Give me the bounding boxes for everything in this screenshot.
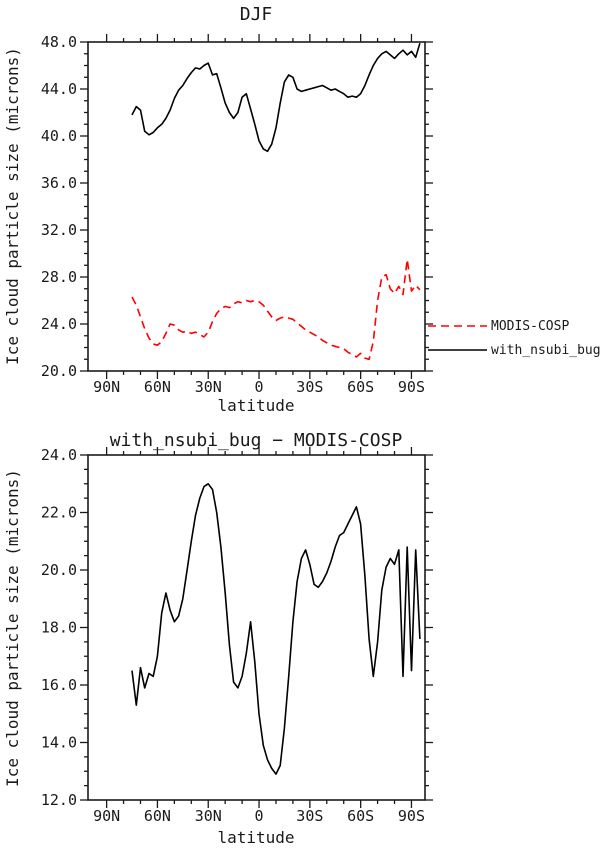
bottom-chart: with_nsubi_bug − MODIS-COSP latitude Ice… [3,430,433,847]
y-tick-label: 48.0 [41,33,77,51]
top-chart-ylabel: Ice cloud particle size (microns) [3,47,22,365]
legend-entry-label: MODIS-COSP [491,319,569,334]
plot-frame [87,454,426,801]
x-tick-label: 0 [255,807,264,825]
bottom-chart-title: with_nsubi_bug − MODIS-COSP [110,430,403,451]
x-tick-label: 60S [347,807,374,825]
series-line-with_nsubi_bug-modis-cosp [131,482,421,775]
legend-entry-label: with_nsubi_bug [491,343,601,358]
y-tick-label: 36.0 [41,174,77,192]
x-tick-label: 30S [296,378,323,396]
x-tick-label: 60N [144,378,171,396]
legend: MODIS-COSP with_nsubi_bug [428,319,601,358]
top-chart-xlabel: latitude [217,396,294,415]
y-tick-label: 32.0 [41,221,77,239]
top-chart-title: DJF [240,4,273,25]
y-tick-label: 16.0 [41,676,77,694]
y-tick-label: 40.0 [41,127,77,145]
y-tick-label: 20.0 [41,362,77,380]
y-tick-label: 20.0 [41,561,77,579]
y-tick-label: 22.0 [41,504,77,522]
x-tick-label: 90S [398,378,425,396]
y-tick-label: 24.0 [41,315,77,333]
plot-frame [87,41,426,372]
y-tick-label: 24.0 [41,446,77,464]
axis-ticks [80,34,433,379]
tick-labels: 12.0 14.0 16.0 18.0 20.0 22.0 24.0 90N 60N 30N 0 30… [41,446,425,825]
x-tick-label: 60N [144,807,171,825]
series-line-with_nsubi_bug [131,42,421,153]
y-tick-label: 18.0 [41,619,77,637]
y-tick-label: 12.0 [41,791,77,809]
x-tick-label: 90S [398,807,425,825]
x-tick-label: 90N [93,807,120,825]
series-line-modis-cosp [131,258,421,361]
bottom-chart-ylabel: Ice cloud particle size (microns) [3,469,22,787]
x-tick-label: 30N [195,807,222,825]
bottom-chart-xlabel: latitude [217,828,294,847]
top-chart: DJF latitude Ice cloud particle size (mi… [3,4,601,415]
y-tick-label: 14.0 [41,734,77,752]
x-tick-label: 0 [255,378,264,396]
y-tick-label: 28.0 [41,268,77,286]
tick-labels: 20.0 24.0 28.0 32.0 36.0 40.0 44.0 48.0 90N 60N 30… [41,33,425,396]
x-tick-label: 30N [195,378,222,396]
x-tick-label: 60S [347,378,374,396]
x-tick-label: 90N [93,378,120,396]
bottom-chart-plot-area: 12.0 14.0 16.0 18.0 20.0 22.0 24.0 90N 60N 30N 0 30… [41,446,433,825]
axis-ticks [80,447,433,808]
y-tick-label: 44.0 [41,80,77,98]
top-chart-plot-area: 20.0 24.0 28.0 32.0 36.0 40.0 44.0 48.0 90N 60N 30… [41,33,601,396]
x-tick-label: 30S [296,807,323,825]
